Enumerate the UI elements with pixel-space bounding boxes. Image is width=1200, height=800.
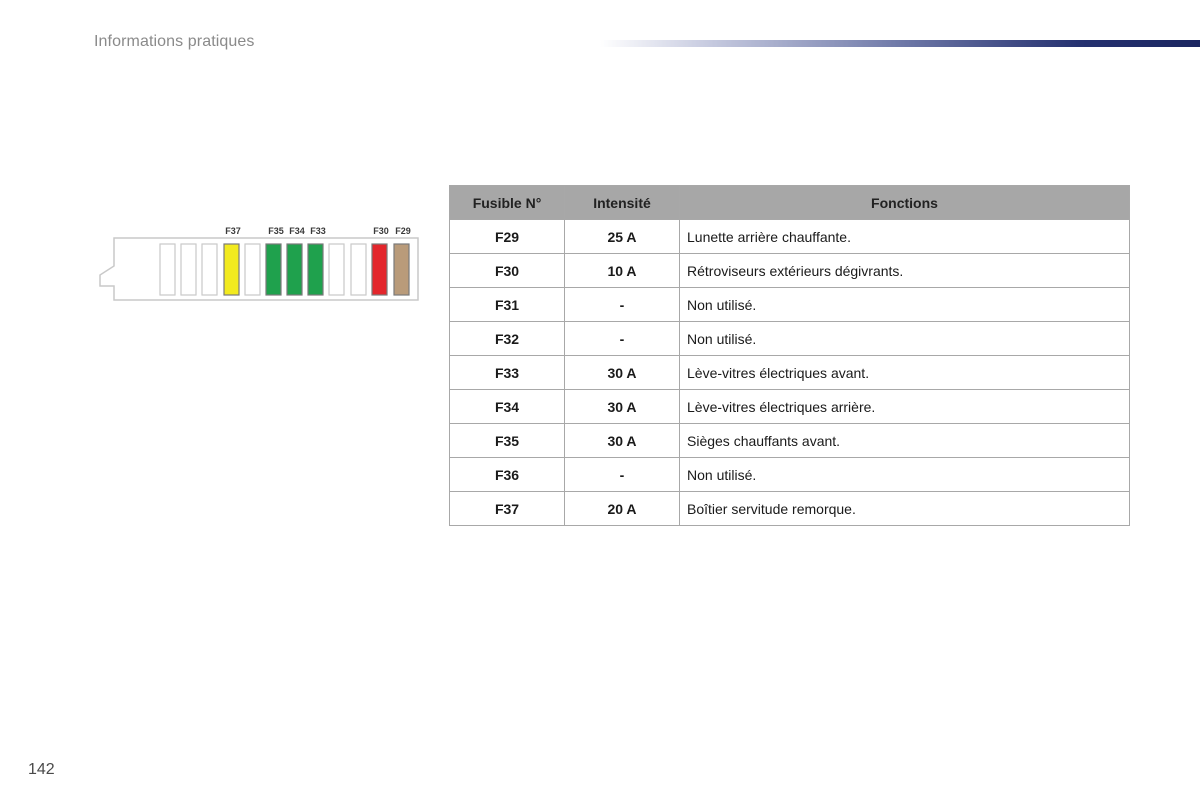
header-fuse-number: Fusible N° xyxy=(449,185,565,220)
fuse-table: Fusible N° Intensité Fonctions F29 25 A … xyxy=(449,185,1130,526)
fuse-slot-4 xyxy=(223,243,240,296)
table-row: F32 - Non utilisé. xyxy=(449,321,1130,356)
cell-fuse: F37 xyxy=(449,491,565,526)
fuse-label-f30: F30 xyxy=(373,226,389,236)
cell-fuse: F35 xyxy=(449,423,565,458)
cell-fuse: F32 xyxy=(449,321,565,356)
cell-function: Non utilisé. xyxy=(679,457,1130,492)
fuse-slot-2 xyxy=(180,243,197,296)
fuse-box-diagram: F37 F35 F34 F33 F30 F29 xyxy=(96,225,420,305)
cell-fuse: F29 xyxy=(449,219,565,254)
cell-fuse: F30 xyxy=(449,253,565,288)
table-row: F29 25 A Lunette arrière chauffante. xyxy=(449,219,1130,254)
fuse-label-f37: F37 xyxy=(225,226,241,236)
cell-intensity: - xyxy=(564,457,680,492)
cell-intensity: 30 A xyxy=(564,355,680,390)
fuse-slot-9 xyxy=(328,243,345,296)
cell-fuse: F33 xyxy=(449,355,565,390)
header-intensity: Intensité xyxy=(564,185,680,220)
cell-intensity: 30 A xyxy=(564,423,680,458)
table-row: F36 - Non utilisé. xyxy=(449,457,1130,492)
cell-fuse: F34 xyxy=(449,389,565,424)
table-row: F31 - Non utilisé. xyxy=(449,287,1130,322)
cell-function: Lève-vitres électriques avant. xyxy=(679,355,1130,390)
cell-intensity: - xyxy=(564,287,680,322)
fuse-slot-12 xyxy=(393,243,410,296)
fuse-slot-6 xyxy=(265,243,282,296)
cell-intensity: 10 A xyxy=(564,253,680,288)
table-row: F35 30 A Sièges chauffants avant. xyxy=(449,423,1130,458)
table-header-row: Fusible N° Intensité Fonctions xyxy=(449,185,1130,220)
fuse-slot-11 xyxy=(371,243,388,296)
fuse-box-drawing xyxy=(99,237,419,301)
cell-fuse: F36 xyxy=(449,457,565,492)
fuse-label-f34: F34 xyxy=(289,226,305,236)
table-row: F34 30 A Lève-vitres électriques arrière… xyxy=(449,389,1130,424)
fuse-slot-10 xyxy=(350,243,367,296)
header-functions: Fonctions xyxy=(679,185,1130,220)
cell-function: Boîtier servitude remorque. xyxy=(679,491,1130,526)
section-title: Informations pratiques xyxy=(94,33,255,50)
cell-fuse: F31 xyxy=(449,287,565,322)
fuse-slot-1 xyxy=(159,243,176,296)
cell-function: Sièges chauffants avant. xyxy=(679,423,1130,458)
table-row: F30 10 A Rétroviseurs extérieurs dégivra… xyxy=(449,253,1130,288)
header-gradient-bar xyxy=(600,40,1200,47)
cell-intensity: 20 A xyxy=(564,491,680,526)
fuse-slot-8 xyxy=(307,243,324,296)
fuse-label-f33: F33 xyxy=(310,226,326,236)
cell-function: Lunette arrière chauffante. xyxy=(679,219,1130,254)
fuse-slot-3 xyxy=(201,243,218,296)
cell-function: Rétroviseurs extérieurs dégivrants. xyxy=(679,253,1130,288)
cell-intensity: - xyxy=(564,321,680,356)
table-row: F33 30 A Lève-vitres électriques avant. xyxy=(449,355,1130,390)
fuse-slot-7 xyxy=(286,243,303,296)
cell-intensity: 30 A xyxy=(564,389,680,424)
fuse-slot-5 xyxy=(244,243,261,296)
cell-intensity: 25 A xyxy=(564,219,680,254)
fuse-label-f29: F29 xyxy=(395,226,411,236)
fuse-label-f35: F35 xyxy=(268,226,284,236)
table-row: F37 20 A Boîtier servitude remorque. xyxy=(449,491,1130,526)
cell-function: Non utilisé. xyxy=(679,321,1130,356)
page-number: 142 xyxy=(28,761,55,778)
cell-function: Lève-vitres électriques arrière. xyxy=(679,389,1130,424)
cell-function: Non utilisé. xyxy=(679,287,1130,322)
